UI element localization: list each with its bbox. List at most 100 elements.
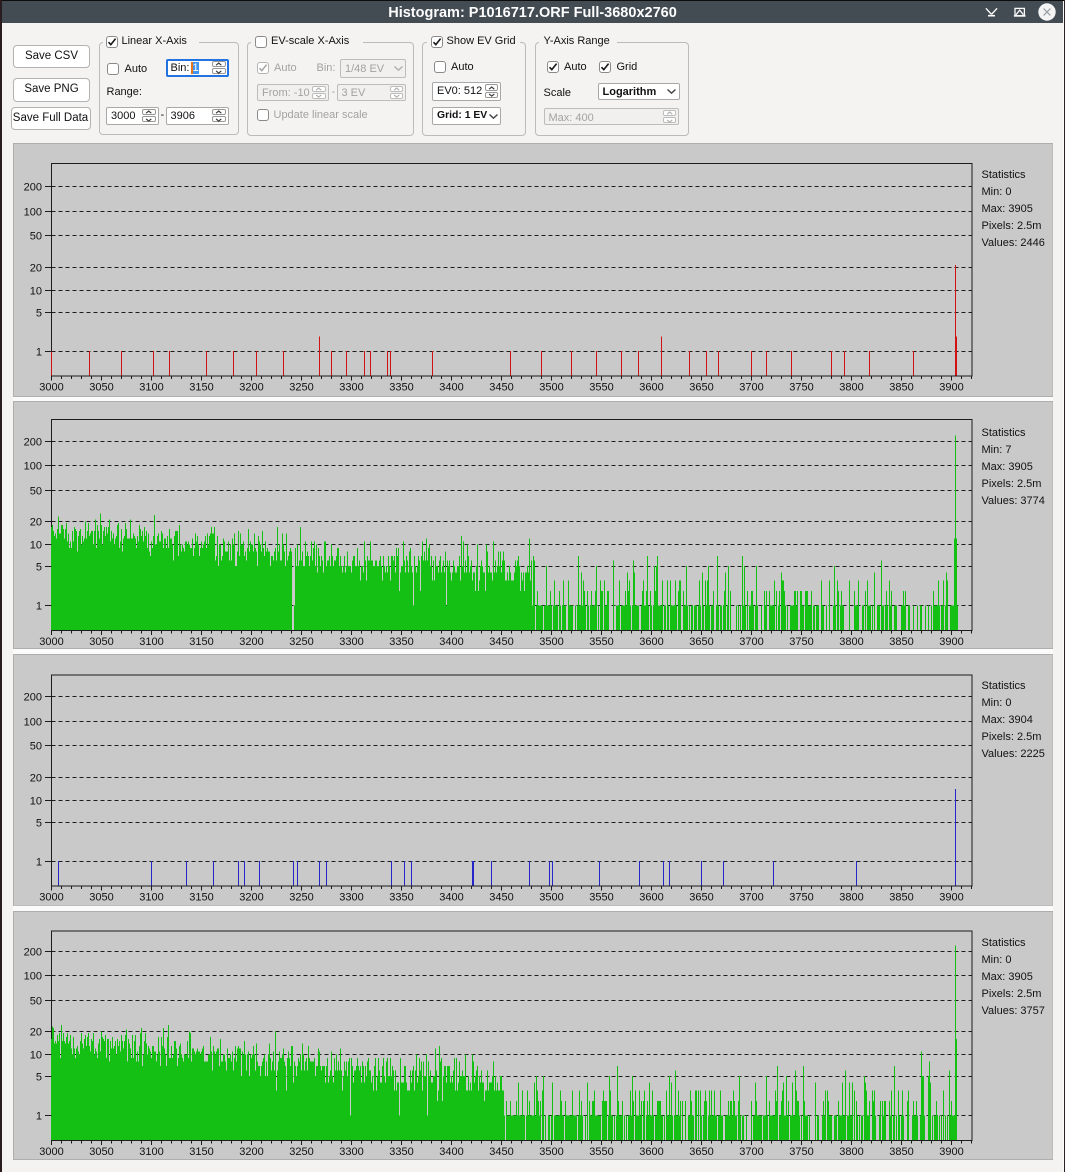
svg-text:20: 20 [29, 1026, 41, 1038]
svg-text:200: 200 [23, 691, 41, 703]
svg-text:Min: 0: Min: 0 [981, 697, 1011, 709]
svg-text:20: 20 [29, 262, 41, 274]
svg-text:3800: 3800 [839, 636, 863, 648]
svg-text:Statistics: Statistics [981, 937, 1026, 949]
svg-text:3200: 3200 [239, 891, 263, 903]
svg-text:3750: 3750 [789, 891, 813, 903]
svg-text:3700: 3700 [739, 1146, 763, 1158]
svg-text:50: 50 [29, 486, 41, 498]
svg-text:5: 5 [35, 562, 41, 574]
svg-text:3000: 3000 [39, 1146, 63, 1158]
svg-text:3750: 3750 [789, 381, 813, 393]
svg-text:50: 50 [29, 740, 41, 752]
svg-text:3200: 3200 [239, 636, 263, 648]
svg-text:3000: 3000 [39, 891, 63, 903]
svg-text:Values: 3774: Values: 3774 [981, 495, 1044, 507]
svg-text:3850: 3850 [889, 636, 913, 648]
svg-text:10: 10 [29, 795, 41, 807]
svg-text:100: 100 [23, 970, 41, 982]
svg-text:3600: 3600 [639, 381, 663, 393]
svg-text:3350: 3350 [389, 1146, 413, 1158]
svg-text:3400: 3400 [439, 1146, 463, 1158]
svg-text:Max: 3905: Max: 3905 [981, 971, 1032, 983]
svg-text:3500: 3500 [539, 1146, 563, 1158]
svg-text:100: 100 [23, 716, 41, 728]
svg-text:1: 1 [35, 856, 41, 868]
svg-text:3150: 3150 [189, 381, 213, 393]
svg-text:3550: 3550 [589, 636, 613, 648]
svg-text:3650: 3650 [689, 1146, 713, 1158]
svg-text:3650: 3650 [689, 636, 713, 648]
svg-text:3800: 3800 [839, 1146, 863, 1158]
svg-text:3100: 3100 [139, 891, 163, 903]
svg-text:Max: 3904: Max: 3904 [981, 714, 1032, 726]
svg-text:3550: 3550 [589, 1146, 613, 1158]
svg-text:3100: 3100 [139, 381, 163, 393]
svg-text:Pixels: 2.5m: Pixels: 2.5m [981, 478, 1041, 490]
svg-text:3750: 3750 [789, 1146, 813, 1158]
svg-text:3300: 3300 [339, 1146, 363, 1158]
svg-text:Min: 0: Min: 0 [981, 954, 1011, 966]
svg-text:3400: 3400 [439, 381, 463, 393]
svg-text:3400: 3400 [439, 891, 463, 903]
svg-text:3150: 3150 [189, 891, 213, 903]
svg-text:3500: 3500 [539, 891, 563, 903]
svg-text:3900: 3900 [939, 891, 963, 903]
svg-text:200: 200 [23, 946, 41, 958]
svg-text:3700: 3700 [739, 381, 763, 393]
svg-text:3250: 3250 [289, 381, 313, 393]
svg-text:Pixels: 2.5m: Pixels: 2.5m [981, 731, 1041, 743]
svg-text:3900: 3900 [939, 381, 963, 393]
svg-text:3050: 3050 [89, 1146, 113, 1158]
svg-text:Max: 3905: Max: 3905 [981, 203, 1032, 215]
svg-text:3400: 3400 [439, 636, 463, 648]
svg-text:3250: 3250 [289, 636, 313, 648]
svg-text:3700: 3700 [739, 891, 763, 903]
svg-text:3900: 3900 [939, 636, 963, 648]
svg-text:3600: 3600 [639, 891, 663, 903]
svg-text:3350: 3350 [389, 636, 413, 648]
svg-text:20: 20 [29, 517, 41, 529]
svg-text:3550: 3550 [589, 891, 613, 903]
svg-text:3050: 3050 [89, 381, 113, 393]
svg-text:3800: 3800 [839, 891, 863, 903]
svg-text:Min: 7: Min: 7 [981, 444, 1011, 456]
svg-text:3450: 3450 [489, 891, 513, 903]
svg-text:3550: 3550 [589, 381, 613, 393]
svg-text:3250: 3250 [289, 1146, 313, 1158]
svg-text:1: 1 [35, 1110, 41, 1122]
svg-text:Pixels: 2.5m: Pixels: 2.5m [981, 220, 1041, 232]
svg-text:50: 50 [29, 230, 41, 242]
svg-text:Values: 2225: Values: 2225 [981, 748, 1044, 760]
svg-text:3750: 3750 [789, 636, 813, 648]
svg-text:5: 5 [35, 1071, 41, 1083]
svg-text:100: 100 [23, 206, 41, 218]
svg-text:Values: 2446: Values: 2446 [981, 237, 1044, 249]
svg-text:10: 10 [29, 285, 41, 297]
svg-text:3850: 3850 [889, 381, 913, 393]
svg-text:3600: 3600 [639, 1146, 663, 1158]
svg-text:100: 100 [23, 461, 41, 473]
svg-text:3100: 3100 [139, 1146, 163, 1158]
svg-text:3700: 3700 [739, 636, 763, 648]
svg-text:3500: 3500 [539, 381, 563, 393]
svg-text:3450: 3450 [489, 381, 513, 393]
svg-text:3100: 3100 [139, 636, 163, 648]
svg-text:20: 20 [29, 772, 41, 784]
svg-text:Statistics: Statistics [981, 427, 1026, 439]
svg-text:Min: 0: Min: 0 [981, 186, 1011, 198]
svg-text:3150: 3150 [189, 1146, 213, 1158]
svg-text:3300: 3300 [339, 891, 363, 903]
svg-text:200: 200 [23, 181, 41, 193]
svg-text:3650: 3650 [689, 891, 713, 903]
svg-text:3300: 3300 [339, 381, 363, 393]
svg-text:3050: 3050 [89, 891, 113, 903]
svg-text:3650: 3650 [689, 381, 713, 393]
svg-text:Statistics: Statistics [981, 169, 1026, 181]
svg-text:3300: 3300 [339, 636, 363, 648]
svg-text:3200: 3200 [239, 1146, 263, 1158]
svg-text:3000: 3000 [39, 381, 63, 393]
svg-text:50: 50 [29, 995, 41, 1007]
svg-text:3850: 3850 [889, 891, 913, 903]
svg-text:Pixels: 2.5m: Pixels: 2.5m [981, 988, 1041, 1000]
